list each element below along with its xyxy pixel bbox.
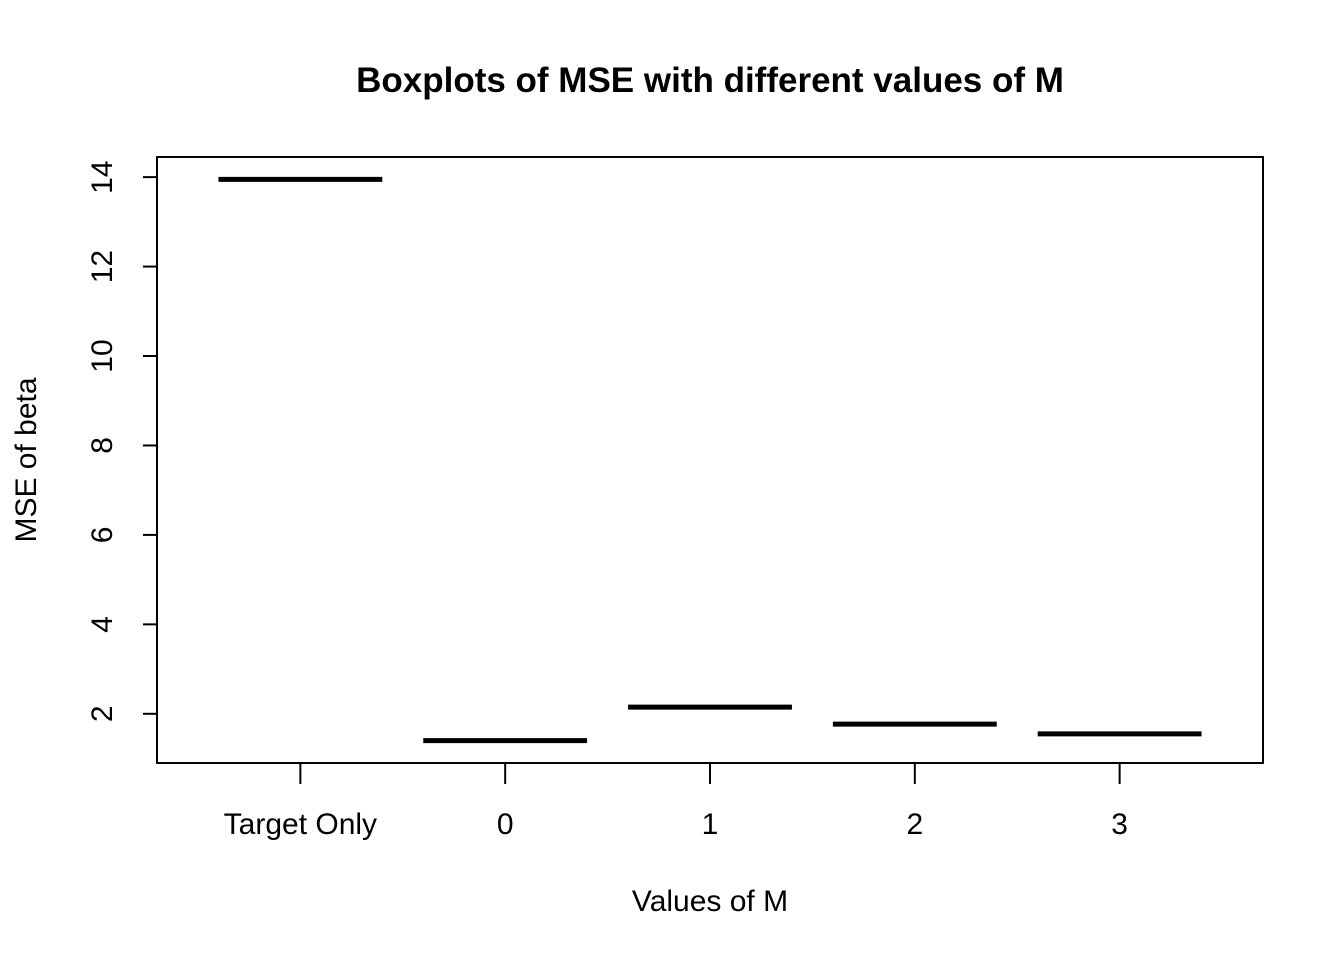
chart-title: Boxplots of MSE with different values of… [356, 61, 1064, 100]
y-tick-label: 8 [86, 437, 119, 454]
x-tick-label: 2 [906, 808, 923, 841]
x-tick-label: 1 [702, 808, 719, 841]
x-tick-label: 0 [497, 808, 514, 841]
x-axis: Target Only 0 1 2 3 [224, 763, 1128, 841]
x-tick-label: Target Only [224, 808, 377, 841]
y-axis: 2 4 6 8 10 12 14 [86, 160, 157, 722]
y-tick-label: 10 [86, 339, 119, 372]
y-tick-label: 14 [86, 160, 119, 193]
y-axis-label: MSE of beta [10, 377, 43, 542]
plot-frame [156, 156, 1264, 764]
y-tick-label: 6 [86, 527, 119, 544]
y-tick-label: 2 [86, 705, 119, 722]
y-tick-label: 4 [86, 616, 119, 633]
y-tick-label: 12 [86, 250, 119, 283]
x-tick-label: 3 [1111, 808, 1128, 841]
median-lines [218, 176, 1202, 744]
x-axis-label: Values of M [632, 885, 788, 918]
